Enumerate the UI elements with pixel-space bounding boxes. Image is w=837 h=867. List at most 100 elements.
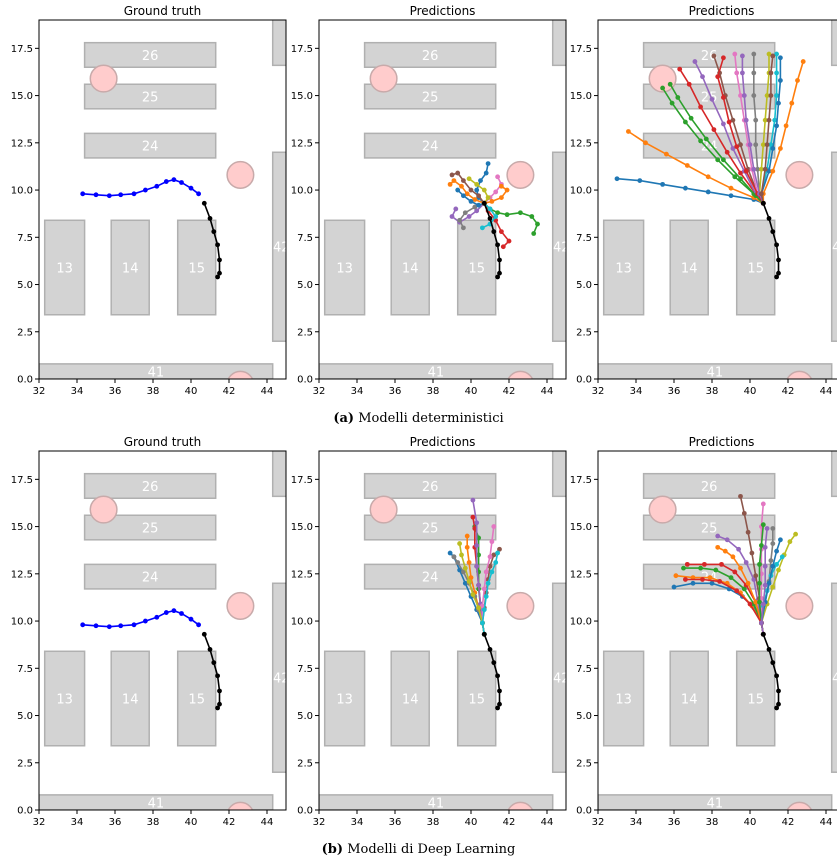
- prediction-point: [684, 163, 690, 168]
- prediction-point: [721, 121, 726, 127]
- prediction-point: [485, 580, 491, 586]
- y-tick-label: 10.0: [11, 186, 33, 197]
- prediction-point: [762, 166, 768, 172]
- prediction-point: [741, 510, 747, 516]
- observed-point: [495, 242, 500, 248]
- obstacle-label: 41: [707, 365, 724, 380]
- panel-a2: 26 25 24 13 14 15 41 42 32 34 36 38 40 42 44 0.0 2.5 5.0 7…: [291, 4, 570, 397]
- panel-b3: 2625241314154142323436384042440.02.55.07…: [570, 435, 837, 828]
- prediction-point: [481, 607, 487, 613]
- y-tick-label: 0.0: [576, 806, 592, 817]
- prediction-point: [745, 580, 751, 586]
- observed-point: [497, 270, 502, 276]
- obstacle-label: 42: [553, 241, 570, 256]
- obstacle-label: 13: [56, 693, 73, 708]
- prediction-point: [626, 129, 631, 134]
- obstacle-block: [669, 650, 709, 747]
- prediction-point: [688, 115, 694, 121]
- panel-title: Ground truth: [124, 435, 202, 449]
- obstacle-block: [176, 219, 217, 316]
- prediction-point: [459, 183, 464, 189]
- x-tick-label: 36: [389, 386, 402, 397]
- prediction-point: [770, 563, 776, 569]
- prediction-point: [468, 198, 474, 204]
- observed-point: [776, 688, 781, 694]
- prediction-point: [709, 580, 715, 586]
- prediction-point: [483, 569, 489, 575]
- y-tick-label: 15.0: [291, 91, 313, 102]
- prediction-point: [795, 78, 800, 83]
- prediction-point: [770, 146, 776, 151]
- prediction-point: [715, 533, 721, 539]
- obstacle-block: [363, 132, 497, 159]
- observed-point: [766, 215, 772, 221]
- caption-a-label: (a): [333, 411, 355, 426]
- y-tick-label: 7.5: [297, 233, 313, 244]
- axes-frame: [38, 19, 287, 380]
- prediction-point: [759, 191, 764, 197]
- prediction-point: [683, 185, 688, 191]
- prediction-point: [461, 193, 466, 199]
- obstacle-label: 13: [615, 693, 632, 708]
- y-tick-label: 10.0: [291, 617, 313, 628]
- prediction-point: [734, 588, 740, 594]
- prediction-point: [464, 533, 470, 539]
- prediction-point: [738, 493, 743, 499]
- obstacle-label: 42: [273, 241, 290, 256]
- obstacle-block: [83, 472, 217, 499]
- x-tick-label: 44: [541, 386, 554, 397]
- x-tick-label: 38: [147, 817, 160, 828]
- obstacle-block: [271, 151, 286, 342]
- observed-point: [215, 673, 221, 679]
- obstacle-label: 26: [701, 480, 718, 495]
- y-tick-label: 12.5: [291, 138, 313, 149]
- y-tick-label: 2.5: [297, 327, 313, 338]
- prediction-point: [766, 168, 772, 174]
- prediction-point: [464, 191, 470, 197]
- prediction-point: [751, 70, 757, 76]
- ground-truth-point: [171, 608, 177, 614]
- prediction-line: [762, 61, 804, 204]
- prediction-point: [730, 117, 736, 123]
- observed-point: [211, 660, 217, 666]
- prediction-point: [770, 168, 776, 174]
- y-tick-label: 7.5: [576, 233, 592, 244]
- plot-area: [598, 451, 837, 810]
- prediction-point: [476, 193, 481, 199]
- y-tick-label: 17.5: [11, 475, 33, 486]
- obstacle-block: [43, 219, 86, 316]
- y-tick-label: 0.0: [297, 375, 313, 386]
- prediction-point: [768, 558, 774, 563]
- prediction-point: [669, 100, 675, 106]
- observed-point: [201, 200, 207, 206]
- prediction-point: [499, 229, 504, 235]
- prediction-point: [449, 172, 455, 178]
- prediction-point: [489, 198, 495, 204]
- observed-point: [491, 660, 497, 666]
- y-tick-label: 17.5: [11, 44, 33, 55]
- y-tick-label: 17.5: [570, 475, 592, 486]
- prediction-point: [721, 157, 726, 163]
- obstacle-block: [551, 151, 566, 342]
- obstacle-label: 14: [122, 262, 139, 277]
- prediction-point: [493, 560, 499, 565]
- observed-point: [760, 631, 766, 637]
- obstacle-block: [830, 451, 837, 498]
- x-tick-label: 38: [706, 386, 719, 397]
- observed-point: [487, 215, 493, 221]
- x-tick-label: 36: [668, 386, 681, 397]
- prediction-point: [745, 529, 751, 535]
- x-tick-label: 38: [427, 817, 440, 828]
- prediction-point: [447, 550, 453, 556]
- panel-b1: 26 25 24 13 14 15 41 42 32 34 36 38 40 42 44 0.0 2.5 5.0 7…: [11, 435, 287, 828]
- prediction-point: [466, 214, 472, 219]
- prediction-point: [728, 575, 734, 580]
- x-tick-label: 34: [71, 817, 84, 828]
- prediction-point: [770, 526, 776, 531]
- prediction-point: [703, 136, 709, 142]
- pedestrian-circle: [369, 495, 398, 524]
- prediction-point: [764, 93, 770, 98]
- observed-point: [495, 274, 500, 280]
